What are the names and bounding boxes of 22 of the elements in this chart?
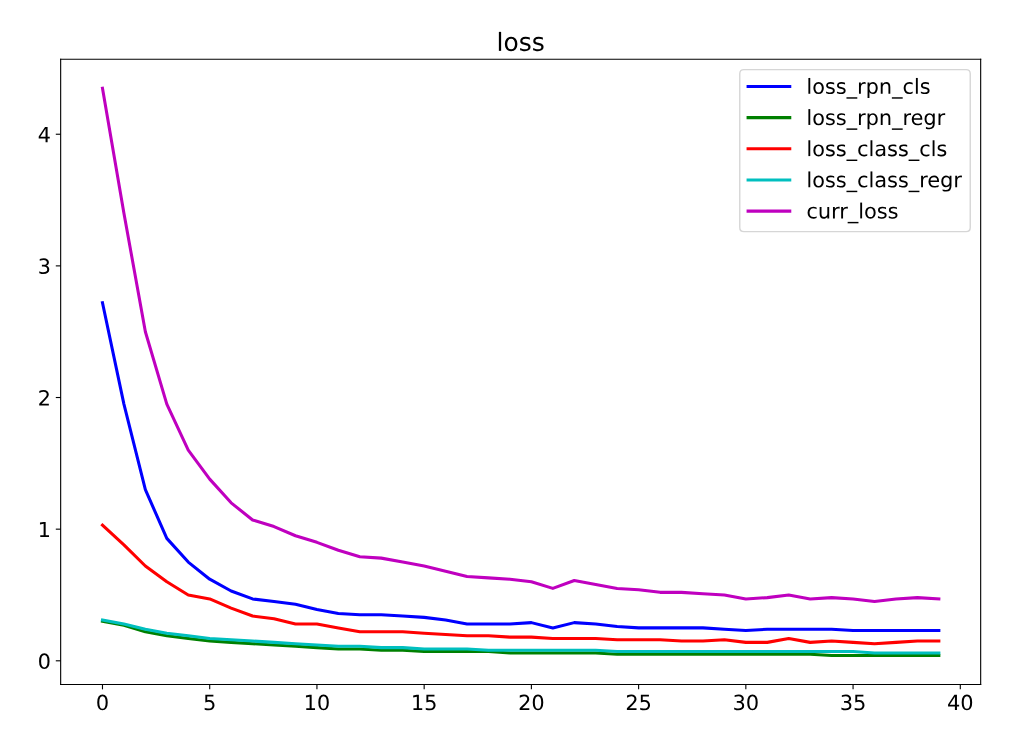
x-tick-label: 30: [734, 694, 758, 711]
y-tick-label: 4: [38, 126, 50, 143]
x-tick-label: 15: [413, 694, 436, 711]
y-tick-label: 2: [39, 389, 49, 406]
legend-label: loss_class_cls: [808, 140, 947, 162]
x-tick-label: 25: [626, 694, 651, 711]
y-tick-label: 3: [39, 258, 50, 275]
legend-label: loss_rpn_cls: [808, 77, 930, 99]
line-series: [100, 523, 941, 646]
x-tick-label: 10: [305, 694, 329, 711]
line-series: [100, 301, 941, 633]
legend-label: curr_loss: [807, 202, 898, 224]
x-tick-label: 35: [841, 694, 865, 711]
x-tick-label: 20: [519, 694, 544, 711]
x-tick-label: 40: [948, 694, 973, 711]
y-tick-label: 0: [39, 653, 50, 670]
y-tick-label: 1: [39, 521, 50, 538]
chart-title: loss: [498, 31, 544, 52]
legend-label: loss_class_regr: [808, 171, 962, 193]
x-tick-label: 0: [97, 694, 108, 711]
x-tick-label: 5: [204, 694, 215, 711]
legend-label: loss_rpn_regr: [808, 109, 946, 130]
